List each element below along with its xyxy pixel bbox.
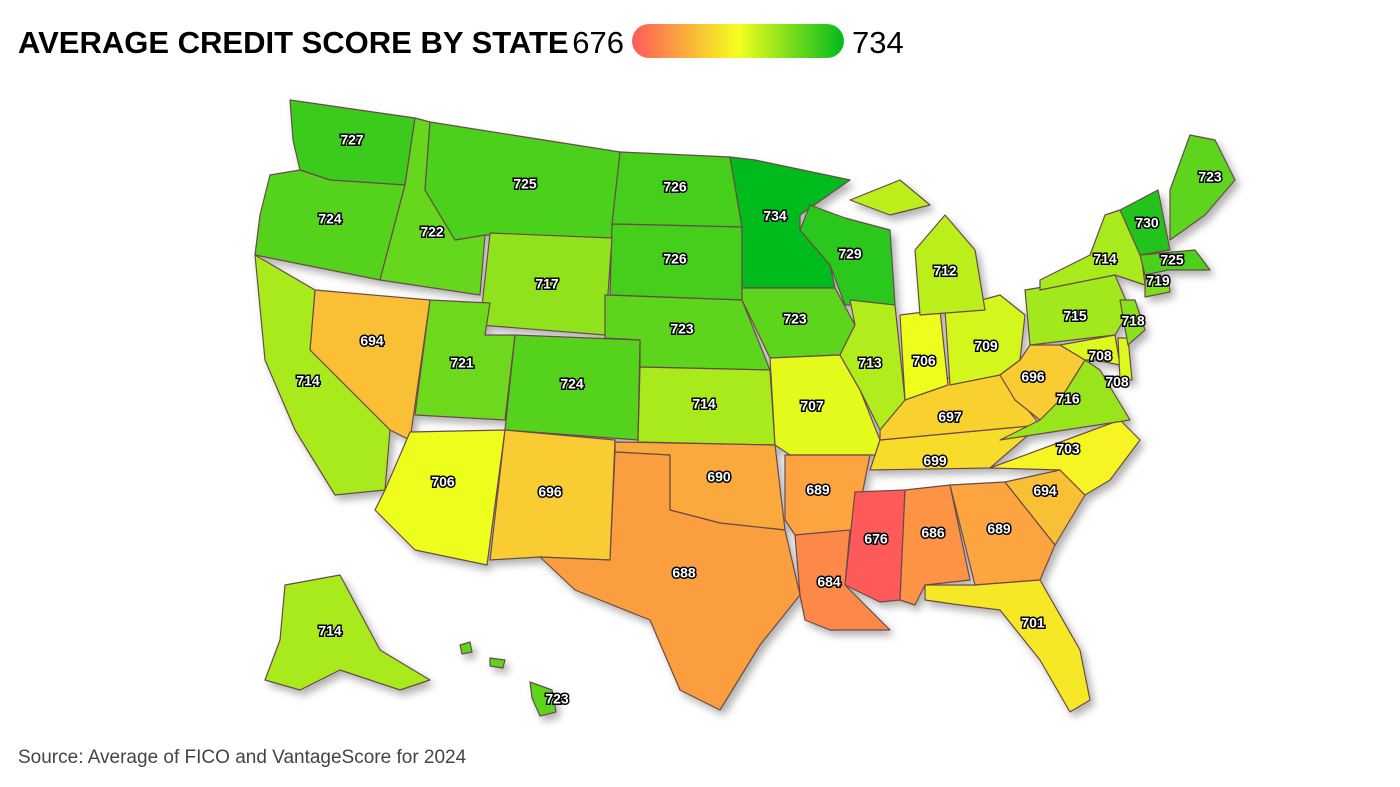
- value-label: 724: [560, 376, 584, 392]
- value-label: 727: [340, 132, 364, 148]
- value-label: 715: [1063, 308, 1087, 324]
- value-label: 676: [864, 531, 888, 547]
- value-label: 726: [663, 251, 687, 267]
- value-label: 725: [1160, 252, 1184, 268]
- value-label: 714: [318, 623, 342, 639]
- state-region: [264, 574, 431, 691]
- color-scale: [632, 24, 844, 58]
- state-region: [1119, 189, 1171, 256]
- state-region: [869, 424, 1041, 471]
- value-label: 714: [692, 396, 716, 412]
- value-label: 723: [783, 311, 807, 327]
- state-region: [1139, 249, 1211, 276]
- state-region: [459, 641, 557, 717]
- value-label: 717: [535, 276, 559, 292]
- value-label: 708: [1105, 374, 1129, 390]
- value-label: 714: [1093, 251, 1117, 267]
- value-label: 697: [938, 409, 962, 425]
- state-region: [1169, 134, 1236, 241]
- value-label: 724: [318, 211, 342, 227]
- value-label: 694: [360, 333, 384, 349]
- source-note: Source: Average of FICO and VantageScore…: [18, 747, 467, 768]
- value-label: 712: [933, 263, 957, 279]
- value-label: 703: [1056, 441, 1080, 457]
- value-label: 699: [923, 453, 947, 469]
- value-label: 686: [921, 525, 945, 541]
- value-label: 723: [1198, 169, 1222, 185]
- value-label: 690: [707, 469, 731, 485]
- value-label: 722: [420, 224, 444, 240]
- value-label: 707: [800, 398, 824, 414]
- value-label: 706: [431, 474, 455, 490]
- value-label: 726: [663, 179, 687, 195]
- value-label: 701: [1021, 615, 1045, 631]
- state-region: [374, 429, 506, 566]
- state-region: [794, 529, 891, 631]
- value-label: 696: [1021, 369, 1045, 385]
- state-region: [839, 299, 906, 431]
- value-label: 714: [296, 373, 320, 389]
- value-label: 730: [1135, 215, 1159, 231]
- value-label: 723: [545, 691, 569, 707]
- value-label: 684: [817, 574, 841, 590]
- value-label: 688: [672, 565, 696, 581]
- value-label: 696: [538, 484, 562, 500]
- value-label: 723: [670, 321, 694, 337]
- legend-max-label: 734: [852, 25, 904, 60]
- states: [254, 99, 1236, 717]
- value-label: 729: [838, 246, 862, 262]
- value-label: 694: [1033, 483, 1057, 499]
- state-region: [849, 179, 986, 316]
- value-label: 718: [1121, 313, 1145, 329]
- state-region: [539, 451, 801, 711]
- value-label: 713: [858, 355, 882, 371]
- state-region: [1119, 299, 1146, 346]
- state-region: [949, 481, 1056, 586]
- state-region: [924, 579, 1091, 713]
- value-labels: 727 724 722 725 726 726 717 723 734 729 723 694 714 7…: [295, 130, 1224, 708]
- state-region: [1059, 334, 1121, 366]
- value-label: 709: [974, 338, 998, 354]
- chart-title: AVERAGE CREDIT SCORE BY STATE: [18, 25, 569, 60]
- value-label: 725: [513, 176, 537, 192]
- value-label: 689: [987, 521, 1011, 537]
- value-label: 689: [806, 482, 830, 498]
- value-label: 706: [912, 353, 936, 369]
- state-region: [1144, 274, 1171, 298]
- legend-min-label: 676: [572, 25, 624, 60]
- value-label: 721: [450, 355, 474, 371]
- value-label: 734: [763, 208, 787, 224]
- state-region: [1117, 337, 1133, 381]
- value-label: 719: [1146, 273, 1170, 289]
- value-label: 716: [1056, 391, 1080, 407]
- value-label: 708: [1088, 348, 1112, 364]
- state-region: [844, 489, 906, 603]
